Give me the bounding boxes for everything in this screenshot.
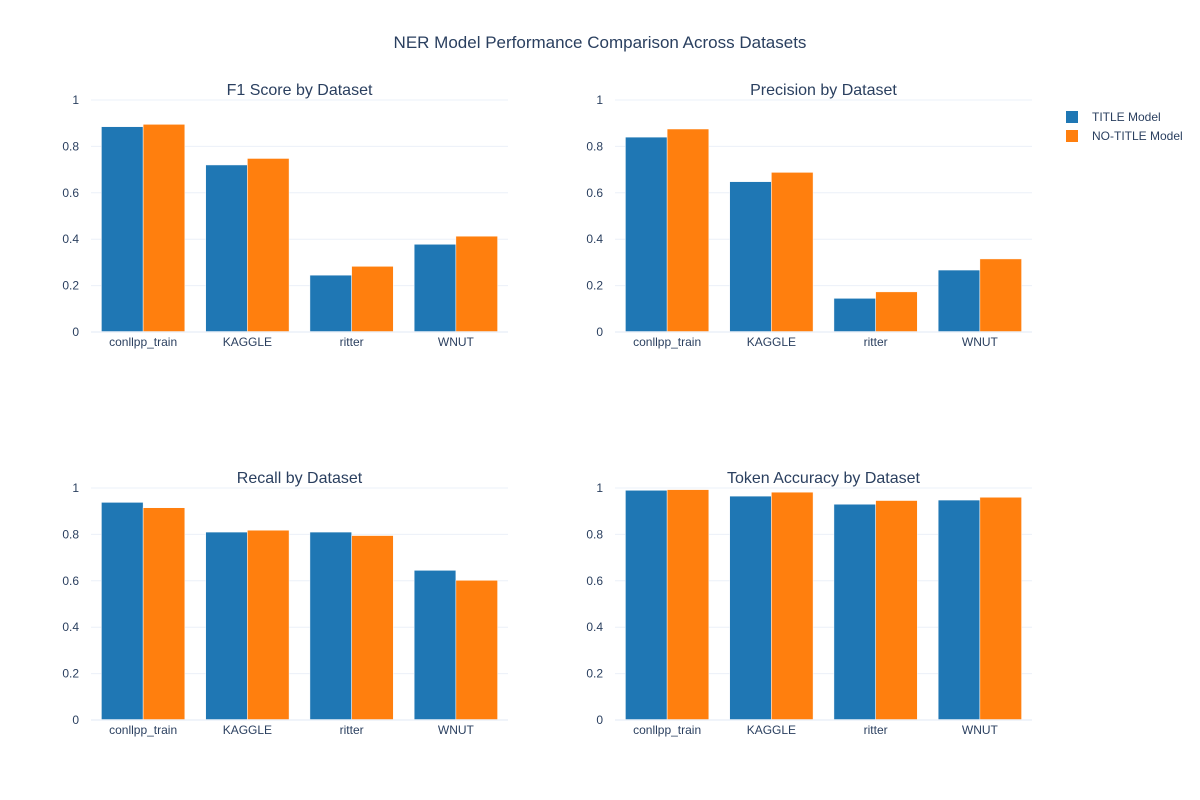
legend-item-no-title-model[interactable]: NO-TITLE Model (1066, 126, 1183, 145)
y-tick-label: 0.6 (62, 574, 79, 588)
y-tick-label: 0.8 (62, 139, 79, 153)
bar-title-model-conllpp_train (625, 136, 668, 333)
bar-no-title-model-kaggle (247, 529, 290, 721)
x-tick-label: ritter (340, 335, 364, 349)
bar-no-title-model-kaggle (771, 491, 814, 721)
bar-title-model-conllpp_train (625, 490, 668, 721)
y-tick-label: 1 (596, 93, 603, 107)
bar-title-model-wnut (937, 269, 981, 333)
y-tick-label: 0 (596, 325, 603, 339)
bar-no-title-model-conllpp_train (666, 128, 710, 333)
bar-no-title-model-wnut (979, 497, 1022, 721)
bar-title-model-conllpp_train (101, 502, 144, 721)
y-tick-label: 0.4 (62, 620, 79, 634)
bar-no-title-model-conllpp_train (142, 507, 186, 721)
y-tick-label: 0.4 (586, 232, 603, 246)
x-tick-label: KAGGLE (223, 723, 272, 737)
y-tick-label: 0.2 (586, 667, 603, 681)
y-tick-label: 0.2 (62, 667, 79, 681)
y-tick-label: 0 (596, 713, 603, 727)
y-tick-label: 0.6 (586, 186, 603, 200)
x-tick-label: ritter (864, 723, 888, 737)
bar-title-model-wnut (937, 499, 981, 721)
bar-no-title-model-wnut (979, 258, 1022, 333)
x-tick-label: ritter (340, 723, 364, 737)
subplot-3: Recall by Dataset 0 0.2 0.4 0.6 0.8 1 conllpp_t… (62, 470, 508, 737)
x-tick-label: KAGGLE (223, 335, 272, 349)
bar-no-title-model-ritter (875, 291, 918, 333)
bar-title-model-wnut (413, 570, 457, 721)
bar-title-model-ritter (833, 503, 876, 721)
bar-title-model-wnut (413, 244, 457, 333)
bar-no-title-model-ritter (351, 266, 394, 333)
bar-no-title-model-kaggle (247, 158, 290, 333)
y-tick-label: 1 (596, 481, 603, 495)
y-tick-label: 0.6 (586, 574, 603, 588)
bar-no-title-model-wnut (455, 235, 498, 333)
x-tick-label: conllpp_train (109, 335, 177, 349)
bar-title-model-ritter (309, 274, 352, 333)
legend-label-no-title-model: NO-TITLE Model (1092, 128, 1183, 143)
x-tick-label: conllpp_train (109, 723, 177, 737)
bar-title-model-kaggle (729, 495, 772, 721)
bar-title-model-conllpp_train (101, 126, 144, 333)
legend-label-title-model: TITLE Model (1092, 109, 1161, 124)
y-tick-label: 0.8 (62, 527, 79, 541)
x-tick-label: WNUT (962, 723, 999, 737)
y-tick-label: 0.6 (62, 186, 79, 200)
x-tick-label: conllpp_train (633, 335, 701, 349)
subplot-title: Token Accuracy by Dataset (727, 470, 921, 487)
x-tick-label: conllpp_train (633, 723, 701, 737)
bar-title-model-kaggle (205, 164, 248, 333)
y-tick-label: 1 (72, 481, 79, 495)
figure-title: NER Model Performance Comparison Across … (393, 33, 807, 52)
subplot-title: Recall by Dataset (237, 470, 363, 487)
legend: TITLE Model NO-TITLE Model (1066, 107, 1183, 145)
x-tick-label: WNUT (438, 723, 475, 737)
x-tick-label: ritter (864, 335, 888, 349)
x-tick-label: KAGGLE (747, 723, 796, 737)
y-tick-label: 1 (72, 93, 79, 107)
x-tick-label: KAGGLE (747, 335, 796, 349)
subplot-4: Token Accuracy by Dataset 0 0.2 0.4 0.6 0.8 1 c… (586, 470, 1032, 737)
bar-title-model-ritter (309, 531, 352, 721)
bar-title-model-kaggle (729, 181, 772, 333)
y-tick-label: 0.2 (62, 279, 79, 293)
bar-no-title-model-conllpp_train (142, 124, 186, 333)
legend-swatch-title-model (1066, 110, 1078, 123)
subplot-1: F1 Score by Dataset 0 0.2 0.4 0.6 0.8 1 conllpp… (62, 82, 508, 349)
bar-no-title-model-kaggle (771, 172, 814, 333)
bar-no-title-model-ritter (351, 535, 394, 721)
x-tick-label: WNUT (438, 335, 475, 349)
bar-no-title-model-wnut (455, 580, 498, 721)
y-tick-label: 0 (72, 325, 79, 339)
legend-swatch-no-title-model (1066, 129, 1078, 142)
y-tick-label: 0.8 (586, 527, 603, 541)
bar-title-model-kaggle (205, 531, 248, 721)
bar-title-model-ritter (833, 298, 876, 333)
y-tick-label: 0.4 (62, 232, 79, 246)
y-tick-label: 0 (72, 713, 79, 727)
subplot-title: Precision by Dataset (750, 82, 897, 99)
legend-item-title-model[interactable]: TITLE Model (1066, 107, 1183, 126)
y-tick-label: 0.8 (586, 139, 603, 153)
y-tick-label: 0.4 (586, 620, 603, 634)
bar-no-title-model-ritter (875, 500, 918, 721)
y-tick-label: 0.2 (586, 279, 603, 293)
x-tick-label: WNUT (962, 335, 999, 349)
subplot-2: Precision by Dataset 0 0.2 0.4 0.6 0.8 1 conllp… (586, 82, 1032, 349)
subplot-title: F1 Score by Dataset (227, 82, 373, 99)
bar-no-title-model-conllpp_train (666, 489, 710, 721)
